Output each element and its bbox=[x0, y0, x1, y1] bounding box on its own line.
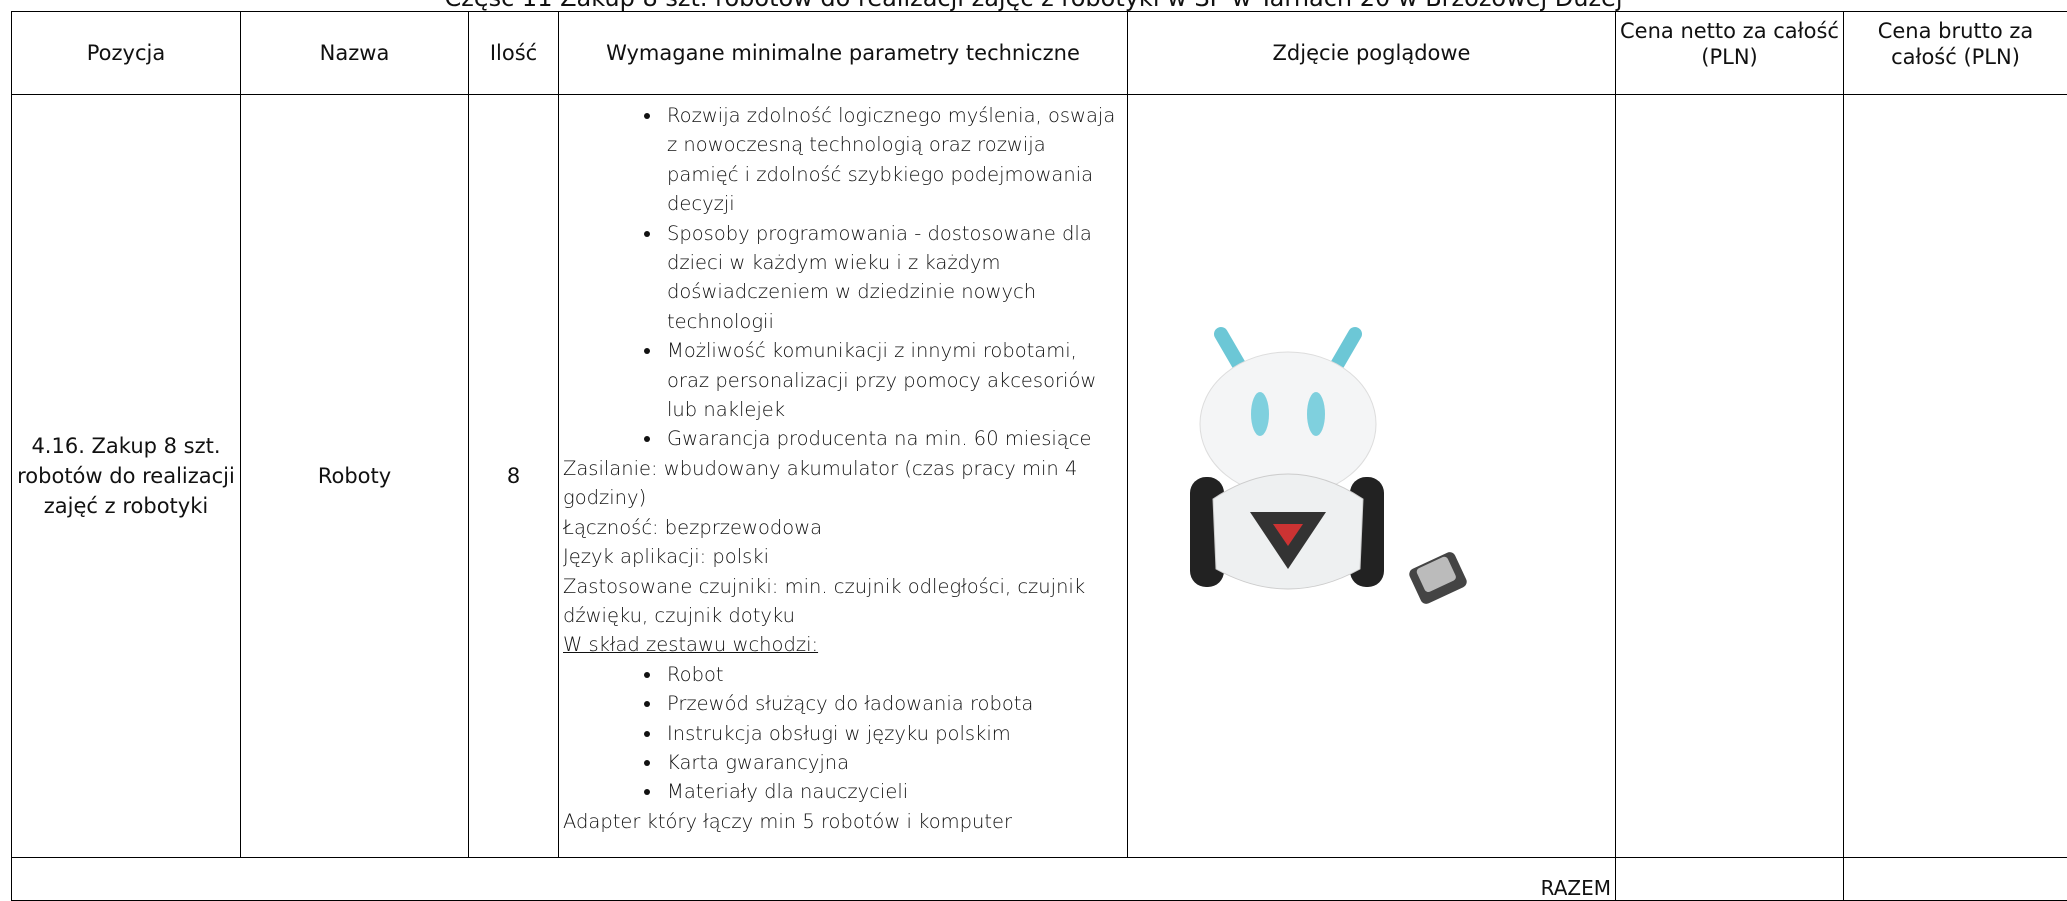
kit-item: Przewód służący do ładowania robota bbox=[663, 689, 1123, 718]
item-row: 4.16. Zakup 8 szt. robotów do realizacji… bbox=[12, 95, 2067, 858]
param: Zastosowane czujniki: min. czujnik odleg… bbox=[563, 572, 1123, 631]
gross-total bbox=[1844, 858, 2067, 901]
quantity: 8 bbox=[469, 95, 559, 858]
param-list: Zasilanie: wbudowany akumulator (czas pr… bbox=[563, 454, 1123, 630]
header-cell: Cena brutto za całość (PLN) bbox=[1844, 12, 2067, 95]
total-label: RAZEM bbox=[12, 858, 1616, 901]
robot-photo bbox=[1128, 99, 1616, 849]
param: Łączność: bezprzewodowa bbox=[563, 513, 1123, 542]
header-cell: Ilość bbox=[469, 12, 559, 95]
param: Język aplikacji: polski bbox=[563, 542, 1123, 571]
kit-list: RobotPrzewód służący do ładowania robota… bbox=[563, 660, 1123, 807]
feature-list: Rozwija zdolność logicznego myślenia, os… bbox=[563, 101, 1123, 454]
header-cell: Wymagane minimalne parametry techniczne bbox=[559, 12, 1128, 95]
gross-price bbox=[1844, 95, 2067, 858]
param: Zasilanie: wbudowany akumulator (czas pr… bbox=[563, 454, 1123, 513]
feature: Rozwija zdolność logicznego myślenia, os… bbox=[663, 101, 1123, 219]
feature: Możliwość komunikacji z innymi robotami,… bbox=[663, 336, 1123, 424]
header-cell: Pozycja bbox=[12, 12, 241, 95]
net-price bbox=[1616, 95, 1844, 858]
feature: Gwarancja producenta na min. 60 miesiące bbox=[663, 424, 1123, 453]
header-cell: Cena netto za całość (PLN) bbox=[1616, 12, 1844, 95]
header-cell: Nazwa bbox=[241, 12, 469, 95]
spec-cell: Rozwija zdolność logicznego myślenia, os… bbox=[559, 95, 1128, 858]
feature: Sposoby programowania - dostosowane dla … bbox=[663, 219, 1123, 337]
total-row: RAZEM bbox=[12, 858, 2067, 901]
adapter: Adapter który łączy min 5 robotów i komp… bbox=[563, 807, 1123, 836]
position: 4.16. Zakup 8 szt. robotów do realizacji… bbox=[12, 95, 241, 858]
name: Roboty bbox=[241, 95, 469, 858]
price-table: Pozycja Nazwa Ilość Wymagane minimalne p… bbox=[11, 11, 2067, 901]
net-total bbox=[1616, 858, 1844, 901]
kit-item: Karta gwarancyjna bbox=[663, 748, 1123, 777]
kit-item: Materiały dla nauczycieli bbox=[663, 777, 1123, 806]
kit-item: Instrukcja obsługi w języku polskim bbox=[663, 719, 1123, 748]
photo-cell bbox=[1128, 95, 1616, 858]
kit-item: Robot bbox=[663, 660, 1123, 689]
header-row: Pozycja Nazwa Ilość Wymagane minimalne p… bbox=[12, 12, 2067, 95]
header-cell: Zdjęcie poglądowe bbox=[1128, 12, 1616, 95]
kit-heading: W skład zestawu wchodzi: bbox=[563, 630, 1123, 659]
